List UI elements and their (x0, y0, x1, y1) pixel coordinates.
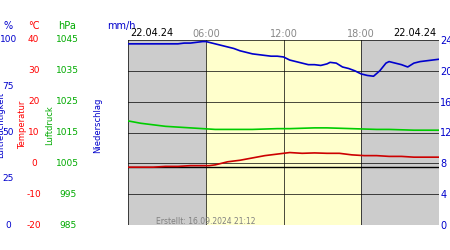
Text: hPa: hPa (58, 21, 76, 31)
Text: 75: 75 (2, 82, 14, 91)
Text: 0: 0 (5, 220, 11, 230)
Bar (206, 40, 361, 225)
Text: Temperatur: Temperatur (18, 101, 27, 149)
Text: Erstellt: 16.09.2024 21:12: Erstellt: 16.09.2024 21:12 (156, 217, 256, 226)
Text: 22.04.24: 22.04.24 (393, 28, 436, 38)
Text: 50: 50 (2, 128, 14, 137)
Text: 995: 995 (59, 190, 76, 199)
Text: Luftfeuchtigkeit: Luftfeuchtigkeit (0, 92, 5, 158)
Text: 25: 25 (2, 174, 14, 183)
Text: Niederschlag: Niederschlag (94, 97, 103, 153)
Bar (128, 40, 206, 225)
Text: 20: 20 (28, 97, 40, 106)
Text: 30: 30 (28, 66, 40, 75)
Text: %: % (4, 21, 13, 31)
Text: 1005: 1005 (56, 159, 79, 168)
Text: 1025: 1025 (56, 97, 79, 106)
Text: -20: -20 (27, 220, 41, 230)
Text: -10: -10 (27, 190, 41, 199)
Text: 40: 40 (28, 36, 40, 44)
Text: 1035: 1035 (56, 66, 79, 75)
Text: 22.04.24: 22.04.24 (130, 28, 174, 38)
Text: 0: 0 (31, 159, 36, 168)
Text: Luftdruck: Luftdruck (45, 105, 54, 145)
Text: °C: °C (28, 21, 40, 31)
Text: 100: 100 (0, 36, 17, 44)
Text: 1045: 1045 (56, 36, 79, 44)
Bar (361, 40, 439, 225)
Text: 1015: 1015 (56, 128, 79, 137)
Text: 985: 985 (59, 220, 76, 230)
Text: 10: 10 (28, 128, 40, 137)
Text: mm/h: mm/h (107, 21, 136, 31)
